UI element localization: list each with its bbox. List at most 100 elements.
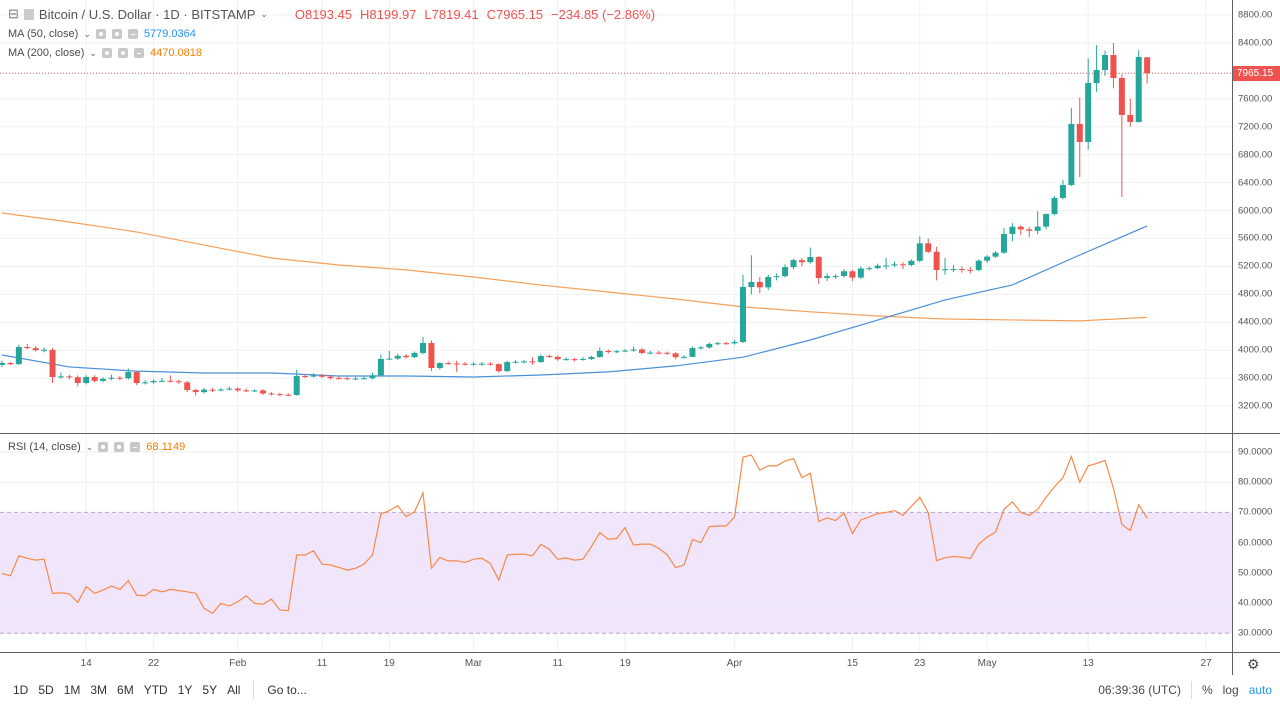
candle bbox=[1110, 42, 1117, 89]
ma50-line bbox=[1, 225, 1148, 378]
candle-body bbox=[849, 271, 856, 278]
range-button-5d[interactable]: 5D bbox=[38, 683, 54, 697]
candle bbox=[1144, 56, 1151, 84]
candle bbox=[908, 259, 915, 267]
close-icon[interactable] bbox=[130, 442, 141, 452]
log-toggle[interactable]: log bbox=[1222, 683, 1239, 697]
time-axis-label: 13 bbox=[1082, 658, 1094, 669]
price-chart[interactable] bbox=[0, 0, 1232, 433]
price-axis-label: 3600.00 bbox=[1238, 372, 1273, 384]
candle-body bbox=[807, 256, 814, 263]
settings-gear-icon[interactable]: ⚙ bbox=[1247, 656, 1260, 672]
chevron-down-icon[interactable]: ⌄ bbox=[89, 47, 97, 58]
candle-body bbox=[100, 378, 107, 381]
candle bbox=[394, 353, 401, 360]
candle bbox=[91, 375, 98, 383]
candle-body bbox=[832, 276, 839, 278]
range-button-all[interactable]: All bbox=[227, 683, 241, 697]
candle-body bbox=[731, 342, 738, 344]
eye-icon[interactable] bbox=[98, 442, 109, 452]
candle bbox=[992, 251, 999, 259]
bottom-toolbar: 1D 5D 1M 3M 6M YTD 1Y 5Y All Go to... 06:39:36 (… bbox=[0, 676, 1280, 704]
candle-body bbox=[689, 348, 696, 357]
candle bbox=[285, 393, 292, 397]
candle-body bbox=[1118, 77, 1125, 115]
range-button-3m[interactable]: 3M bbox=[90, 683, 108, 697]
candle bbox=[7, 362, 14, 365]
rsi-chart[interactable] bbox=[0, 434, 1232, 652]
candle bbox=[377, 354, 384, 377]
chevron-down-icon[interactable]: ⌄ bbox=[83, 28, 91, 39]
auto-toggle[interactable]: auto bbox=[1248, 683, 1272, 697]
candle-body bbox=[1144, 57, 1151, 74]
clock[interactable]: 06:39:36 (UTC) bbox=[1098, 683, 1181, 697]
candle-body bbox=[302, 376, 309, 378]
range-button-6m[interactable]: 6M bbox=[117, 683, 134, 697]
eye-icon[interactable] bbox=[95, 29, 106, 39]
gear-icon[interactable] bbox=[111, 29, 122, 39]
symbol-title[interactable]: Bitcoin / U.S. Dollar · 1D · BITSTAMP bbox=[38, 6, 256, 22]
candle bbox=[125, 368, 132, 380]
gear-icon[interactable] bbox=[117, 48, 128, 58]
range-button-5y[interactable]: 5Y bbox=[202, 683, 218, 697]
range-buttons: 1D 5D 1M 3M 6M YTD 1Y 5Y All bbox=[0, 683, 245, 697]
candle bbox=[369, 372, 376, 380]
candle bbox=[975, 259, 982, 272]
candle bbox=[1068, 107, 1075, 187]
candle-body bbox=[588, 356, 595, 359]
time-axis-label: 19 bbox=[383, 658, 395, 669]
candle-body bbox=[672, 353, 679, 358]
range-button-ytd[interactable]: YTD bbox=[143, 683, 168, 697]
candle-body bbox=[798, 260, 805, 263]
candle-body bbox=[1009, 226, 1016, 234]
eye-icon[interactable] bbox=[101, 48, 112, 58]
percent-toggle[interactable]: % bbox=[1201, 683, 1213, 697]
candle bbox=[470, 362, 477, 366]
time-axis-label: 23 bbox=[914, 658, 926, 669]
ma200-label[interactable]: MA (200, close) bbox=[8, 47, 85, 59]
range-button-1d[interactable]: 1D bbox=[13, 683, 29, 697]
goto-button[interactable]: Go to... bbox=[267, 683, 307, 697]
candle bbox=[175, 379, 182, 384]
candle-body bbox=[546, 355, 553, 357]
candle bbox=[150, 379, 157, 384]
price-axis-line bbox=[1232, 0, 1233, 675]
candle-body bbox=[133, 371, 140, 384]
candle-body bbox=[899, 264, 906, 266]
candle-body bbox=[1085, 83, 1092, 142]
candle-body bbox=[571, 359, 578, 361]
candle-body bbox=[453, 363, 460, 365]
close-icon[interactable] bbox=[133, 48, 144, 58]
candle bbox=[310, 373, 317, 378]
pane-separator[interactable] bbox=[0, 433, 1280, 434]
time-axis-line bbox=[0, 652, 1280, 653]
candle bbox=[638, 348, 645, 355]
candle bbox=[815, 255, 822, 284]
candle bbox=[108, 374, 115, 381]
candle-body bbox=[167, 380, 174, 382]
candle bbox=[83, 375, 90, 385]
chevron-down-icon[interactable]: ⌄ bbox=[85, 441, 94, 452]
ma50-label[interactable]: MA (50, close) bbox=[8, 28, 79, 40]
price-axis-label: 6800.00 bbox=[1238, 149, 1273, 161]
rsi-line bbox=[1, 454, 1148, 615]
rsi-axis-label: 50.0000 bbox=[1238, 567, 1273, 579]
gear-icon[interactable] bbox=[114, 442, 125, 452]
range-button-1m[interactable]: 1M bbox=[63, 683, 81, 697]
candle bbox=[201, 387, 208, 394]
ma200-legend: MA (200, close) ⌄ 4470.0818 bbox=[8, 47, 202, 59]
candle bbox=[950, 265, 957, 272]
close-icon[interactable] bbox=[127, 29, 138, 39]
candle bbox=[925, 238, 932, 254]
candle bbox=[445, 361, 452, 365]
rsi-label[interactable]: RSI (14, close) bbox=[8, 441, 81, 453]
candle-body bbox=[276, 394, 283, 396]
candle bbox=[49, 348, 56, 384]
range-button-1y[interactable]: 1Y bbox=[177, 683, 193, 697]
candle-body bbox=[24, 346, 31, 349]
collapse-icon[interactable]: ⊟ bbox=[8, 6, 19, 21]
chevron-down-icon[interactable]: ⌄ bbox=[260, 8, 268, 19]
price-axis-label: 6400.00 bbox=[1238, 177, 1273, 189]
candle-body bbox=[268, 393, 275, 395]
candle bbox=[891, 261, 898, 268]
